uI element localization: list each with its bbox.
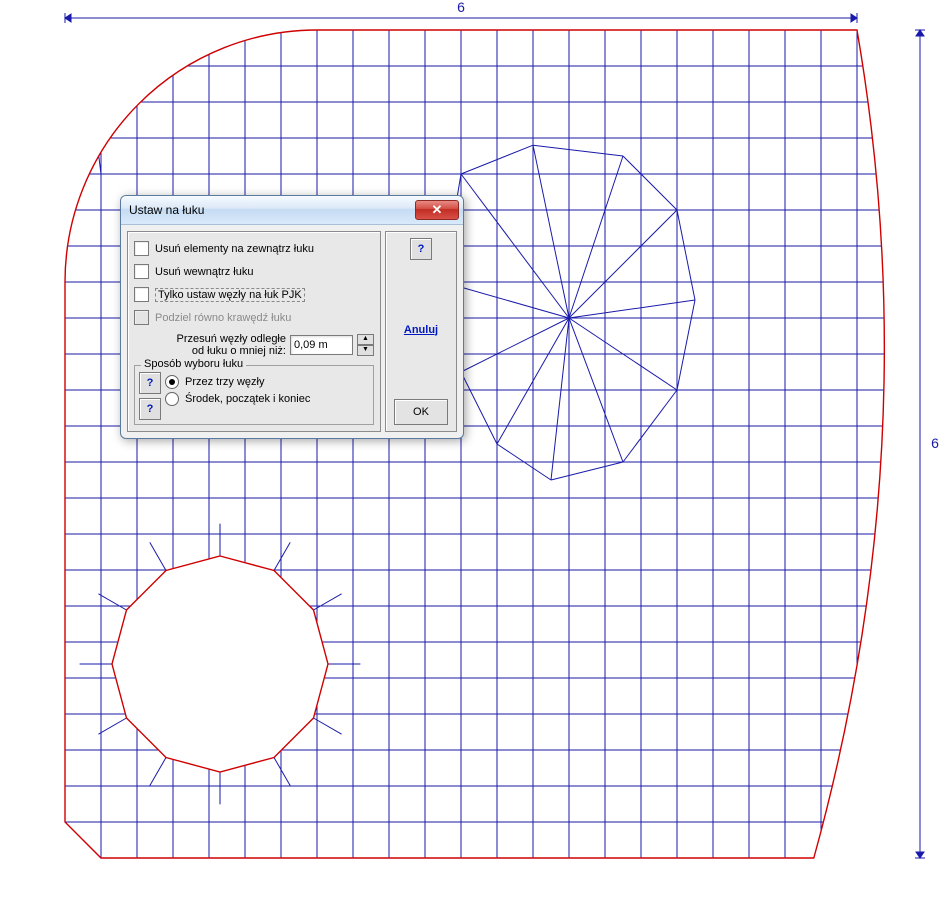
dimension-right-label: 6 (931, 435, 939, 451)
label-remove-inside: Usuń wewnątrz łuku (155, 266, 253, 278)
ok-button[interactable]: OK (394, 399, 448, 425)
help-main-button[interactable]: ? (410, 238, 432, 260)
cancel-link[interactable]: Anuluj (404, 324, 438, 336)
label-three-nodes: Przez trzy węzły (185, 376, 264, 388)
dimension-top-label: 6 (457, 0, 465, 15)
arc-dialog: Ustaw na łuku ✕ Usuń elementy na zewnątr… (120, 195, 464, 439)
dialog-side-panel: ? Anuluj OK (385, 231, 457, 432)
label-move-nodes: Przesuń węzły odległe od łuku o mniej ni… (134, 333, 286, 357)
checkbox-divide-edge (134, 310, 149, 325)
distance-input[interactable]: 0,09 m (290, 335, 353, 355)
radio-center-start-end[interactable] (165, 392, 179, 406)
arc-selection-group: Sposób wyboru łuku ? ? Przez trzy węzły (134, 365, 374, 425)
dialog-title: Ustaw na łuku (129, 203, 415, 217)
close-icon: ✕ (432, 202, 443, 218)
radio-three-nodes[interactable] (165, 375, 179, 389)
mesh-canvas: 6 6 (0, 0, 948, 898)
close-button[interactable]: ✕ (415, 200, 459, 220)
dialog-titlebar[interactable]: Ustaw na łuku ✕ (121, 196, 463, 225)
label-only-pjk: Tylko ustaw węzły na łuk PJK (155, 288, 305, 302)
checkbox-remove-outside[interactable] (134, 241, 149, 256)
dialog-options-panel: Usuń elementy na zewnątrz łuku Usuń wewn… (127, 231, 381, 432)
label-center-start-end: Środek, początek i koniec (185, 393, 310, 405)
checkbox-remove-inside[interactable] (134, 264, 149, 279)
help-three-nodes-button[interactable]: ? (139, 372, 161, 394)
checkbox-only-pjk[interactable] (134, 287, 149, 302)
spin-up-button[interactable]: ▲ (357, 334, 374, 345)
group-title: Sposób wyboru łuku (141, 358, 246, 370)
label-divide-edge: Podziel równo krawędź łuku (155, 312, 291, 324)
spin-down-button[interactable]: ▼ (357, 345, 374, 356)
help-center-button[interactable]: ? (139, 398, 161, 420)
label-remove-outside: Usuń elementy na zewnątrz łuku (155, 243, 314, 255)
